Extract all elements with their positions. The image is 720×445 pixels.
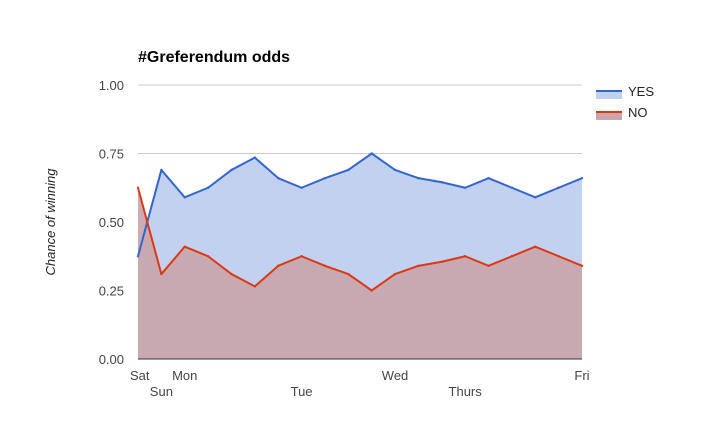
point-no [440, 260, 443, 263]
legend-swatch-yes [596, 91, 622, 99]
area-no [138, 187, 582, 359]
y-tick-label: 0.50 [99, 215, 124, 230]
line-yes [137, 152, 583, 257]
x-tick-label: Wed [382, 368, 409, 383]
x-tick-label: Fri [574, 368, 589, 383]
point-no [580, 264, 584, 268]
point-no [160, 272, 163, 276]
point-no [136, 186, 140, 189]
point-yes [393, 168, 397, 172]
y-tick-label: 1.00 [99, 78, 124, 93]
point-no [510, 255, 514, 258]
legend-label-no: NO [628, 105, 648, 120]
x-tick-label: Tue [291, 384, 313, 399]
series-lines [136, 152, 584, 292]
point-yes [253, 156, 257, 159]
series-areas [138, 153, 582, 360]
point-yes [534, 196, 537, 199]
y-tick-labels: 0.00 0.25 0.50 0.75 1.00 [99, 78, 124, 367]
point-no [370, 289, 373, 292]
point-no [417, 264, 420, 268]
point-yes [183, 196, 186, 199]
x-tick-label: Sun [150, 384, 173, 399]
y-tick-label: 0.75 [99, 147, 124, 162]
x-tick-label: Sat [130, 368, 150, 383]
point-no [206, 255, 210, 258]
point-yes [580, 176, 584, 180]
line-no [137, 187, 583, 292]
point-no [534, 245, 537, 248]
point-yes [370, 152, 373, 155]
point-no [557, 255, 560, 258]
point-no [323, 264, 327, 268]
point-yes [417, 176, 420, 180]
y-tick-label: 0.25 [99, 284, 124, 299]
point-no [183, 245, 186, 248]
point-no [253, 285, 257, 288]
point-yes [323, 176, 327, 180]
point-yes [230, 168, 233, 172]
point-yes [136, 255, 140, 258]
legend: YES NO [596, 84, 654, 120]
x-tick-label: Mon [172, 368, 197, 383]
point-no [277, 264, 280, 268]
point-yes [440, 181, 443, 184]
point-no [230, 272, 233, 276]
point-no [300, 255, 303, 258]
point-no [463, 255, 467, 258]
point-yes [347, 168, 350, 172]
point-yes [510, 186, 514, 189]
point-yes [277, 176, 280, 180]
y-axis-label: Chance of winning [43, 168, 58, 276]
point-no [347, 272, 350, 276]
point-no [393, 272, 397, 276]
point-yes [557, 186, 560, 189]
point-yes [160, 168, 163, 172]
point-yes [463, 186, 467, 189]
point-yes [300, 186, 303, 189]
legend-swatch-no [596, 112, 622, 120]
x-tick-label: Thurs [449, 384, 483, 399]
y-tick-label: 0.00 [99, 352, 124, 367]
chart-title: #Greferendum odds [138, 49, 290, 66]
point-yes [206, 186, 210, 189]
point-yes [487, 176, 490, 180]
legend-label-yes: YES [628, 84, 654, 99]
point-no [487, 264, 490, 268]
